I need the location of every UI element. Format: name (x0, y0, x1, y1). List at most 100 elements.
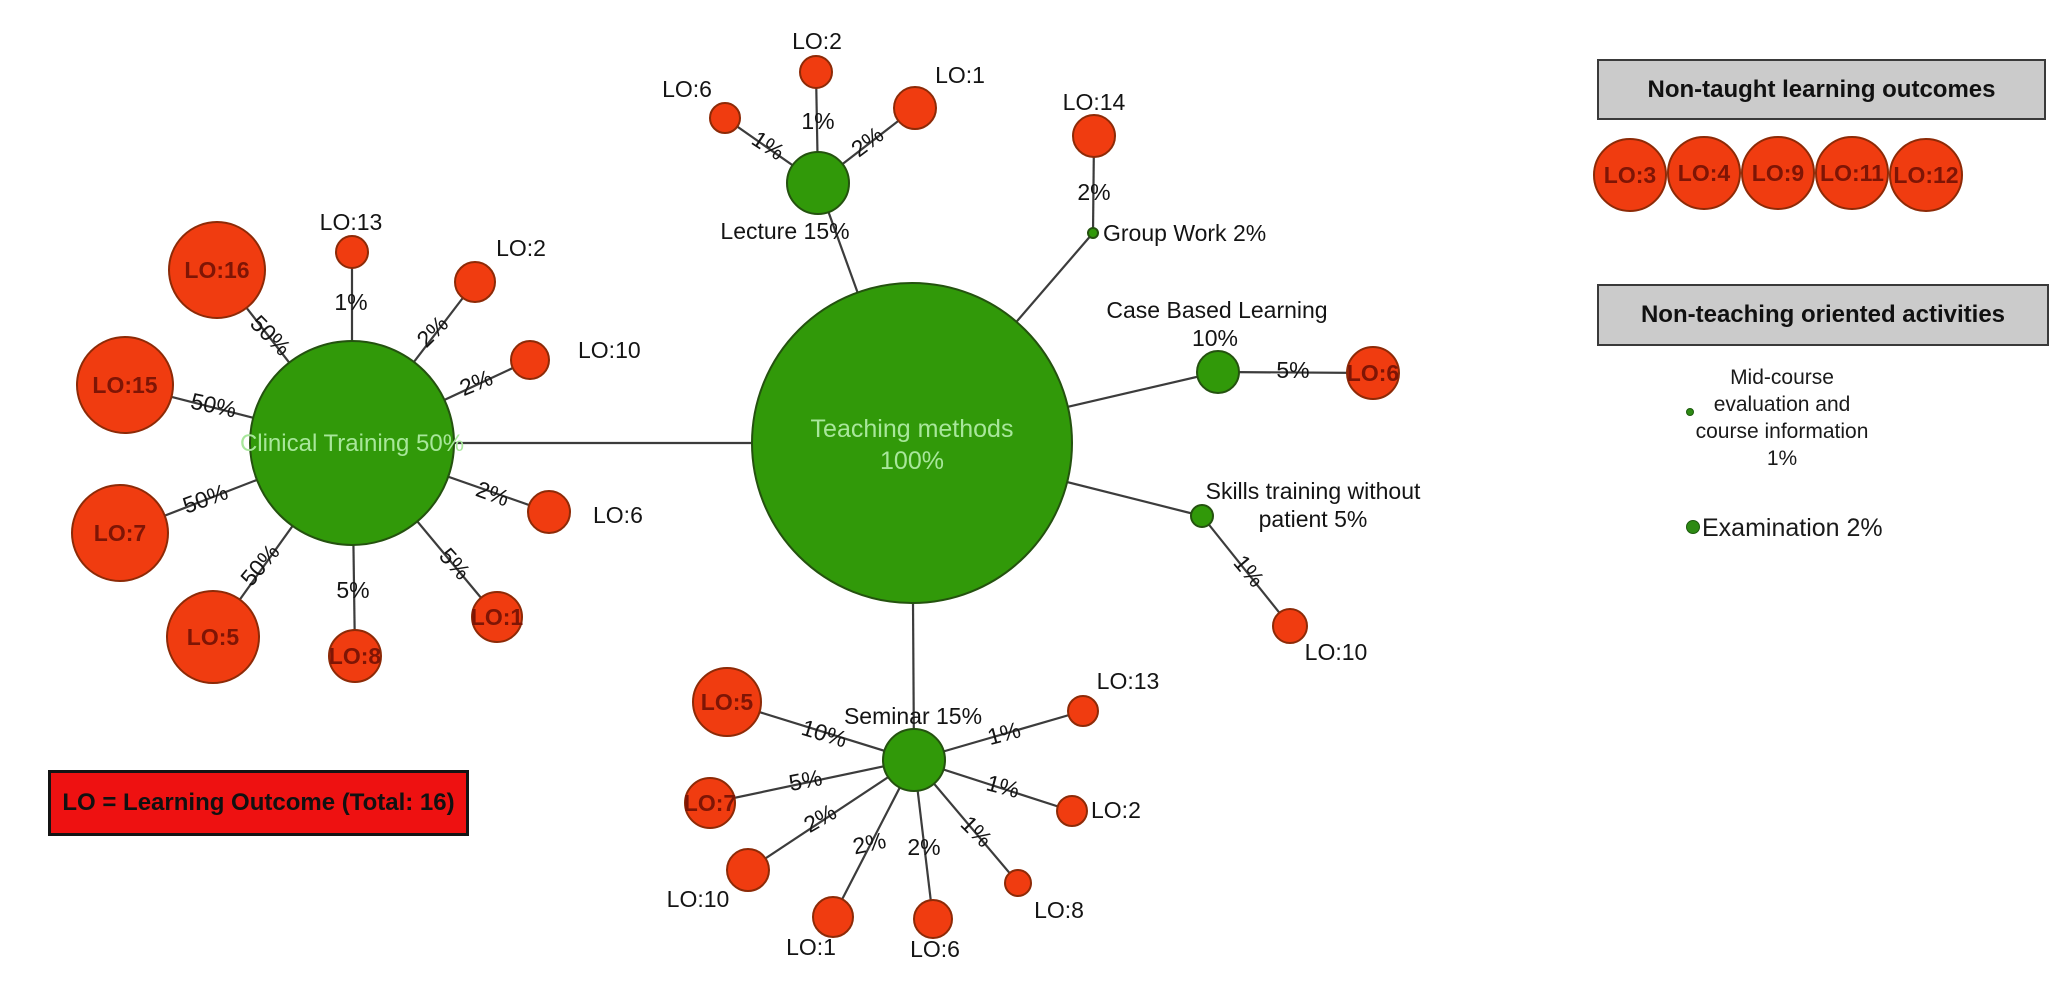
lo1-clinical-label: LO:1 (471, 604, 524, 630)
case-based-learning-label: Case Based Learning (1106, 297, 1327, 323)
weight-clinical-lo2: 2% (411, 310, 453, 352)
lo10-skills-circle (1272, 608, 1308, 644)
skills-training-label-line1: Skills training without (1206, 478, 1421, 504)
examination-item: Examination 2% (1702, 514, 1883, 543)
lo2-lecture-circle (799, 55, 833, 89)
legend-lo4-circle (1667, 136, 1741, 210)
legend-lo3-label: LO:3 (1604, 162, 1656, 188)
lo1-lecture-label: LO:1 (935, 62, 985, 88)
lo10-skills-label: LO:10 (1305, 639, 1368, 665)
weight-seminar-lo5: 10% (799, 714, 851, 752)
legend-activities-title: Non-teaching oriented activities (1640, 301, 2006, 328)
lo13-seminar-label: LO:13 (1097, 668, 1160, 694)
midcourse-item: Mid-course evaluation and course informa… (1662, 364, 1902, 472)
lo10-clinical-label: LO:10 (578, 337, 641, 363)
weight-clinical-lo10: 2% (456, 364, 497, 401)
weight-clinical-lo8: 5% (336, 577, 369, 603)
weight-clinical-lo13: 1% (334, 289, 367, 315)
legend-lo9-circle (1741, 136, 1815, 210)
lo1-clinical-circle (471, 591, 523, 643)
legend-lo9-label: LO:9 (1752, 160, 1804, 186)
weight-seminar-lo2: 1% (984, 769, 1023, 803)
lo5-seminar-circle (692, 667, 762, 737)
teaching-methods-percent: 100% (880, 447, 944, 475)
examination-dot (1686, 520, 1700, 534)
lo7-clinical-circle (71, 484, 169, 582)
note-label: LO = Learning Outcome (Total: 16) (62, 789, 455, 816)
legend-lo4-label: LO:4 (1678, 160, 1731, 186)
lo13-seminar-circle (1067, 695, 1099, 727)
midcourse-line4: 1% (1766, 447, 1798, 470)
lo7-seminar-label: LO:7 (684, 790, 736, 816)
legend-lo3-circle (1593, 138, 1667, 212)
weight-seminar-lo13: 1% (985, 716, 1024, 750)
weight-seminar-lo6: 2% (907, 834, 940, 860)
lo5-clinical-circle (166, 590, 260, 684)
lo6-clinical-circle (527, 490, 571, 534)
teaching-methods-circle (751, 282, 1073, 604)
midcourse-dot (1686, 408, 1694, 416)
weight-clinical-lo15: 50% (188, 388, 238, 423)
group-work-circle (1087, 227, 1099, 239)
lecture-label: Lecture 15% (720, 218, 849, 244)
midcourse-line1: Mid-course (1730, 366, 1834, 389)
lo6-seminar-label: LO:6 (910, 936, 960, 962)
weight-groupwork-lo14: 2% (1077, 179, 1110, 205)
lo10-seminar-label: LO:10 (667, 886, 730, 912)
seminar-circle (882, 728, 946, 792)
lo13-clinical-label: LO:13 (320, 209, 383, 235)
lo10-clinical-circle (510, 340, 550, 380)
teaching-methods-label: Teaching methods (811, 415, 1014, 443)
lo16-clinical-label: LO:16 (184, 257, 249, 283)
legend-lo12-label: LO:12 (1893, 162, 1958, 188)
weight-lecture-lo2: 1% (801, 108, 834, 134)
legend-non-taught-title: Non-taught learning outcomes (1647, 75, 1996, 103)
lo2-clinical-label: LO:2 (496, 235, 546, 261)
lo2-clinical-circle (454, 261, 496, 303)
lo6-seminar-circle (913, 899, 953, 939)
lecture-circle (786, 151, 850, 215)
lo14-circle (1072, 114, 1116, 158)
lo8-seminar-label: LO:8 (1034, 897, 1084, 923)
lo8-clinical-label: LO:8 (329, 643, 382, 669)
lo16-clinical-circle (168, 221, 266, 319)
lo7-seminar-circle (684, 777, 736, 829)
legend-lo11-circle (1815, 136, 1889, 210)
seminar-label: Seminar 15% (844, 703, 982, 729)
weight-seminar-lo7: 5% (787, 764, 825, 796)
lo6-lecture-label: LO:6 (662, 76, 712, 102)
edge-seminar-lo10 (747, 759, 915, 871)
weight-clinical-lo6: 2% (473, 476, 513, 512)
lo14-label: LO:14 (1063, 89, 1126, 115)
weight-clinical-lo7: 50% (179, 478, 231, 518)
lo1-seminar-circle (812, 896, 854, 938)
lo6-casebased-circle (1346, 346, 1400, 400)
lo5-seminar-label: LO:5 (701, 689, 754, 715)
midcourse-line2: evaluation and (1713, 393, 1851, 416)
lo8-clinical-circle (328, 629, 382, 683)
lo15-clinical-circle (76, 336, 174, 434)
lo8-seminar-circle (1004, 869, 1032, 897)
lo13-clinical-circle (335, 235, 369, 269)
weight-seminar-lo1: 2% (850, 827, 888, 859)
lo5-clinical-label: LO:5 (187, 624, 240, 650)
clinical-training-label: Clinical Training 50% (240, 430, 464, 457)
edge-skills-lo10 (1201, 515, 1291, 627)
examination-label: Examination 2% (1702, 514, 1883, 542)
lo2-seminar-label: LO:2 (1091, 797, 1141, 823)
lo6-clinical-label: LO:6 (593, 502, 643, 528)
edge-seminar-lo7 (709, 758, 915, 805)
skills-training-circle (1190, 504, 1214, 528)
note-box: LO = Learning Outcome (Total: 16) (48, 770, 469, 836)
lo10-seminar-circle (726, 848, 770, 892)
lo1-seminar-label: LO:1 (786, 934, 836, 960)
legend-lo11-label: LO:11 (1820, 160, 1884, 186)
weight-casebased-lo6: 5% (1276, 357, 1309, 383)
clinical-training-circle (249, 340, 455, 546)
lo7-clinical-label: LO:7 (94, 520, 146, 546)
skills-training-label-line2: patient 5% (1259, 506, 1368, 532)
lo2-lecture-label: LO:2 (792, 28, 842, 54)
midcourse-line3: course information (1695, 420, 1869, 443)
